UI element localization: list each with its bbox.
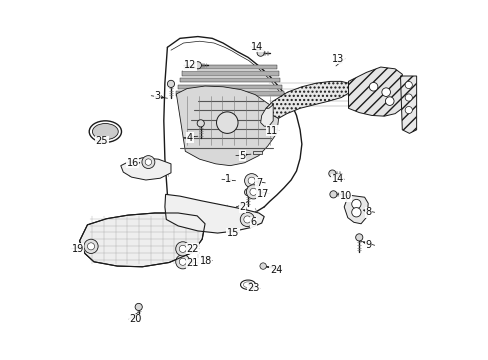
Text: 11: 11 xyxy=(266,126,278,135)
Text: 8: 8 xyxy=(365,207,370,217)
Circle shape xyxy=(328,170,335,177)
Polygon shape xyxy=(121,158,171,180)
Polygon shape xyxy=(176,86,278,166)
Circle shape xyxy=(260,263,266,269)
Text: 20: 20 xyxy=(129,314,142,324)
Circle shape xyxy=(244,174,258,188)
Circle shape xyxy=(142,156,155,168)
Circle shape xyxy=(381,88,389,96)
Circle shape xyxy=(175,255,189,269)
Circle shape xyxy=(355,234,362,241)
Text: 14: 14 xyxy=(250,42,263,51)
Circle shape xyxy=(84,239,98,253)
Circle shape xyxy=(135,303,142,311)
Polygon shape xyxy=(164,194,264,233)
Circle shape xyxy=(87,243,94,250)
Circle shape xyxy=(368,82,377,91)
Polygon shape xyxy=(178,85,282,89)
Circle shape xyxy=(216,112,238,134)
Circle shape xyxy=(240,212,254,226)
Text: 22: 22 xyxy=(186,244,198,254)
Polygon shape xyxy=(400,76,416,134)
Circle shape xyxy=(244,189,251,196)
Polygon shape xyxy=(183,64,276,69)
Circle shape xyxy=(194,62,201,69)
Text: 10: 10 xyxy=(339,192,351,202)
Text: 15: 15 xyxy=(226,228,239,238)
Circle shape xyxy=(385,97,393,105)
Polygon shape xyxy=(180,78,280,82)
Circle shape xyxy=(167,80,174,87)
Text: 2: 2 xyxy=(239,202,245,212)
Circle shape xyxy=(329,191,336,198)
Text: 14: 14 xyxy=(331,174,343,184)
Polygon shape xyxy=(253,150,261,154)
Polygon shape xyxy=(344,195,367,224)
Text: 7: 7 xyxy=(255,178,262,188)
Ellipse shape xyxy=(89,121,121,142)
Circle shape xyxy=(405,107,411,114)
Text: 9: 9 xyxy=(365,240,370,250)
Circle shape xyxy=(249,188,257,195)
Circle shape xyxy=(197,120,204,127)
Circle shape xyxy=(179,245,186,252)
Text: 17: 17 xyxy=(256,189,269,199)
Text: 18: 18 xyxy=(199,256,211,266)
Text: 12: 12 xyxy=(183,60,196,70)
Text: 21: 21 xyxy=(186,258,198,268)
Circle shape xyxy=(247,177,255,184)
Polygon shape xyxy=(265,81,351,118)
Circle shape xyxy=(405,81,411,89)
Circle shape xyxy=(244,216,250,223)
Polygon shape xyxy=(260,105,273,126)
Polygon shape xyxy=(80,213,204,267)
Circle shape xyxy=(257,49,264,56)
Text: 24: 24 xyxy=(269,265,282,275)
Ellipse shape xyxy=(92,123,118,140)
Circle shape xyxy=(351,199,360,209)
Polygon shape xyxy=(348,67,402,116)
Text: 25: 25 xyxy=(95,136,108,146)
Text: 19: 19 xyxy=(71,244,84,254)
Text: 6: 6 xyxy=(249,217,256,227)
Circle shape xyxy=(145,159,151,165)
Text: 3: 3 xyxy=(154,91,161,101)
Circle shape xyxy=(405,94,411,101)
Polygon shape xyxy=(182,71,278,76)
Polygon shape xyxy=(176,91,284,96)
Circle shape xyxy=(351,208,360,217)
Text: 5: 5 xyxy=(239,150,245,161)
Text: 16: 16 xyxy=(126,158,139,168)
Text: 1: 1 xyxy=(225,174,231,184)
Text: 4: 4 xyxy=(186,133,193,143)
Text: 13: 13 xyxy=(332,54,344,64)
Circle shape xyxy=(246,185,260,199)
Circle shape xyxy=(179,258,186,265)
Text: 23: 23 xyxy=(247,283,259,293)
Circle shape xyxy=(175,242,189,256)
